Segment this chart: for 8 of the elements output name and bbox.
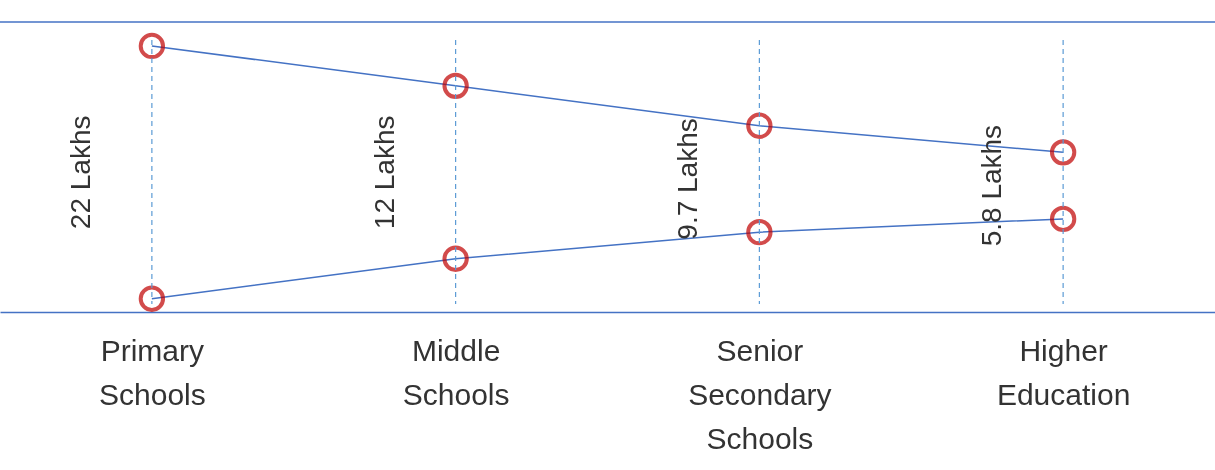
x-tick-label: Primary Schools (99, 333, 206, 411)
x-tick-label: Higher Education (996, 333, 1131, 411)
annotation: 5.8 Lakhs (976, 124, 1008, 247)
annotation: 9.7 Lakhs (672, 118, 704, 240)
x-tick-label: Senior Secondary Schools (688, 333, 832, 455)
annotation: 12 Lakhs (368, 115, 400, 230)
annotation: 22 Lakhs (64, 115, 96, 230)
x-tick-label: Middle Schools (402, 333, 510, 411)
